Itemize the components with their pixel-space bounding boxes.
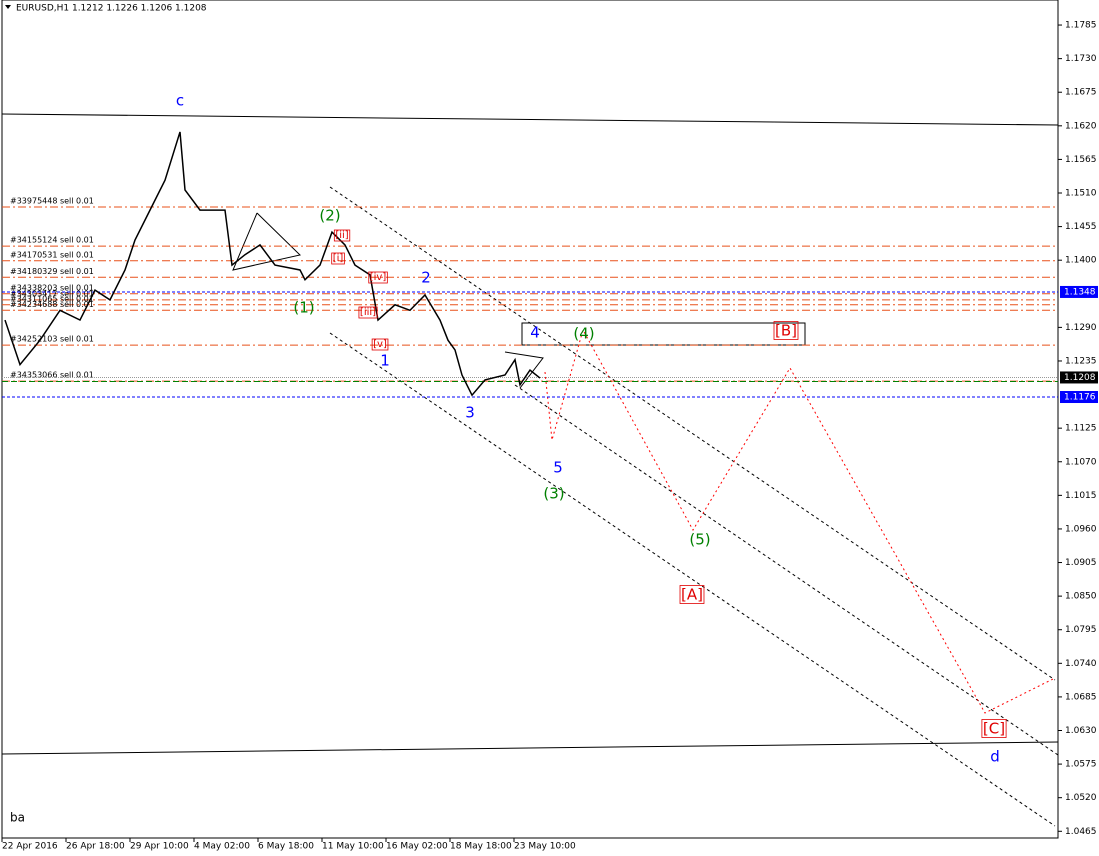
order-label: #33975448 sell 0.01 <box>10 197 94 206</box>
y-tick-label: 1.1620 <box>1065 121 1097 131</box>
wave-label-box <box>371 338 389 351</box>
y-tick-label: 1.0575 <box>1065 760 1097 770</box>
channel-line <box>329 186 1056 681</box>
wave-label: [iv] <box>370 272 387 283</box>
y-tick-label: 1.0850 <box>1065 592 1097 602</box>
wave-label-box <box>679 585 705 604</box>
wave-label: (5) <box>689 531 710 549</box>
x-tick-label: 11 May 10:00 <box>322 842 384 852</box>
wave-label-box <box>333 229 351 242</box>
wave-label: 4 <box>530 324 540 342</box>
forecast-path <box>544 328 1056 714</box>
y-tick-label: 1.1290 <box>1065 323 1097 333</box>
wave-label: [iii] <box>360 307 376 318</box>
y-tick-label: 1.0465 <box>1065 827 1097 837</box>
wave-label: 3 <box>465 404 475 422</box>
y-tick-label: 1.0905 <box>1065 558 1097 568</box>
order-label: #34170531 sell 0.01 <box>10 250 94 259</box>
wave-label: (3) <box>543 485 564 503</box>
wave-label-box <box>358 306 378 319</box>
wave-label: (2) <box>319 207 340 225</box>
wave-label: 2 <box>421 269 431 287</box>
order-label: #34311065 sell 0.01 <box>10 294 94 303</box>
drawings <box>1 113 1059 827</box>
chart-title: EURUSD,H1 1.1212 1.1226 1.1206 1.1208 <box>16 4 207 14</box>
order-label: #34338203 sell 0.01 <box>10 283 94 292</box>
y-tick-label: 1.1455 <box>1065 222 1097 232</box>
x-tick-label: 23 May 10:00 <box>514 842 576 852</box>
order-label: #34180329 sell 0.01 <box>10 267 94 276</box>
y-tick-label: 1.1675 <box>1065 88 1097 98</box>
trend-line <box>1 113 1059 126</box>
price-label-box <box>1060 371 1098 384</box>
triangle <box>504 351 544 389</box>
order-label: #34303417 sell 0.01 <box>10 289 94 298</box>
wave-label: 5 <box>553 459 563 477</box>
y-tick-label: 1.0740 <box>1065 659 1097 669</box>
y-tick-label: 1.1125 <box>1065 424 1097 434</box>
wave-label: [ii] <box>335 230 348 241</box>
y-tick-label: 1.0960 <box>1065 524 1097 534</box>
y-tick-label: 1.1785 <box>1065 21 1097 31</box>
wave-label: d <box>990 748 1000 766</box>
wave-label: [v] <box>373 339 387 350</box>
corner-label: ba <box>10 811 25 825</box>
wave-label-box <box>773 321 799 340</box>
triangle <box>232 212 302 271</box>
wave-label-box <box>981 719 1007 738</box>
y-tick-label: 1.0630 <box>1065 726 1097 736</box>
x-tick-label: 6 May 18:00 <box>258 842 314 852</box>
y-tick-label: 1.0685 <box>1065 692 1097 702</box>
price-label: 1.1176 <box>1064 393 1096 403</box>
x-tick-label: 16 May 02:00 <box>386 842 448 852</box>
order-label: #34252103 sell 0.01 <box>10 335 94 344</box>
price-line-series <box>4 131 541 397</box>
x-tick-label: 18 May 18:00 <box>450 842 512 852</box>
wave-label-box <box>331 252 345 265</box>
wave-label: c <box>176 92 184 110</box>
y-tick-label: 1.1235 <box>1065 356 1097 366</box>
x-tick-label: 29 Apr 10:00 <box>130 842 189 852</box>
wave-label: (4) <box>573 325 594 343</box>
y-tick-label: 1.0520 <box>1065 793 1097 803</box>
y-tick-label: 1.1070 <box>1065 457 1097 467</box>
trend-line <box>1 741 1059 755</box>
wave-label: [A] <box>681 586 703 604</box>
y-tick-label: 1.1730 <box>1065 54 1097 64</box>
price-label-box <box>1060 285 1098 298</box>
order-label: #34155124 sell 0.01 <box>10 236 94 245</box>
layer: 1.1785 1.1730 1.1675 1.1620 1.1565 1.1510 1.14… <box>1 21 1098 852</box>
x-tick-label: 22 Apr 2016 <box>2 842 58 852</box>
price-label: 1.1348 <box>1064 287 1096 297</box>
channel-line <box>514 384 1059 756</box>
channel-line <box>329 332 1056 827</box>
order-label: #34234688 sell 0.01 <box>10 300 94 309</box>
menu-arrow <box>5 5 11 9</box>
x-tick-label: 4 May 02:00 <box>194 842 250 852</box>
order-label: #34353066 sell 0.01 <box>10 371 94 380</box>
price-label-box <box>1060 391 1098 404</box>
y-tick-label: 1.1015 <box>1065 491 1097 501</box>
price-label: 1.1208 <box>1064 373 1096 383</box>
wave-label-box <box>368 271 388 284</box>
plot-frame <box>1 0 1059 839</box>
wave-label: [C] <box>983 720 1005 738</box>
y-tick-label: 1.0795 <box>1065 625 1097 635</box>
wave-label: [B] <box>775 322 797 340</box>
wave-label: [i] <box>333 253 344 264</box>
y-tick-label: 1.1400 <box>1065 256 1097 266</box>
x-tick-label: 26 Apr 18:00 <box>66 842 125 852</box>
wave-label: 1 <box>380 352 390 370</box>
wave-label: (1) <box>293 299 314 317</box>
y-tick-label: 1.1510 <box>1065 189 1097 199</box>
y-tick-label: 1.1565 <box>1065 155 1097 165</box>
